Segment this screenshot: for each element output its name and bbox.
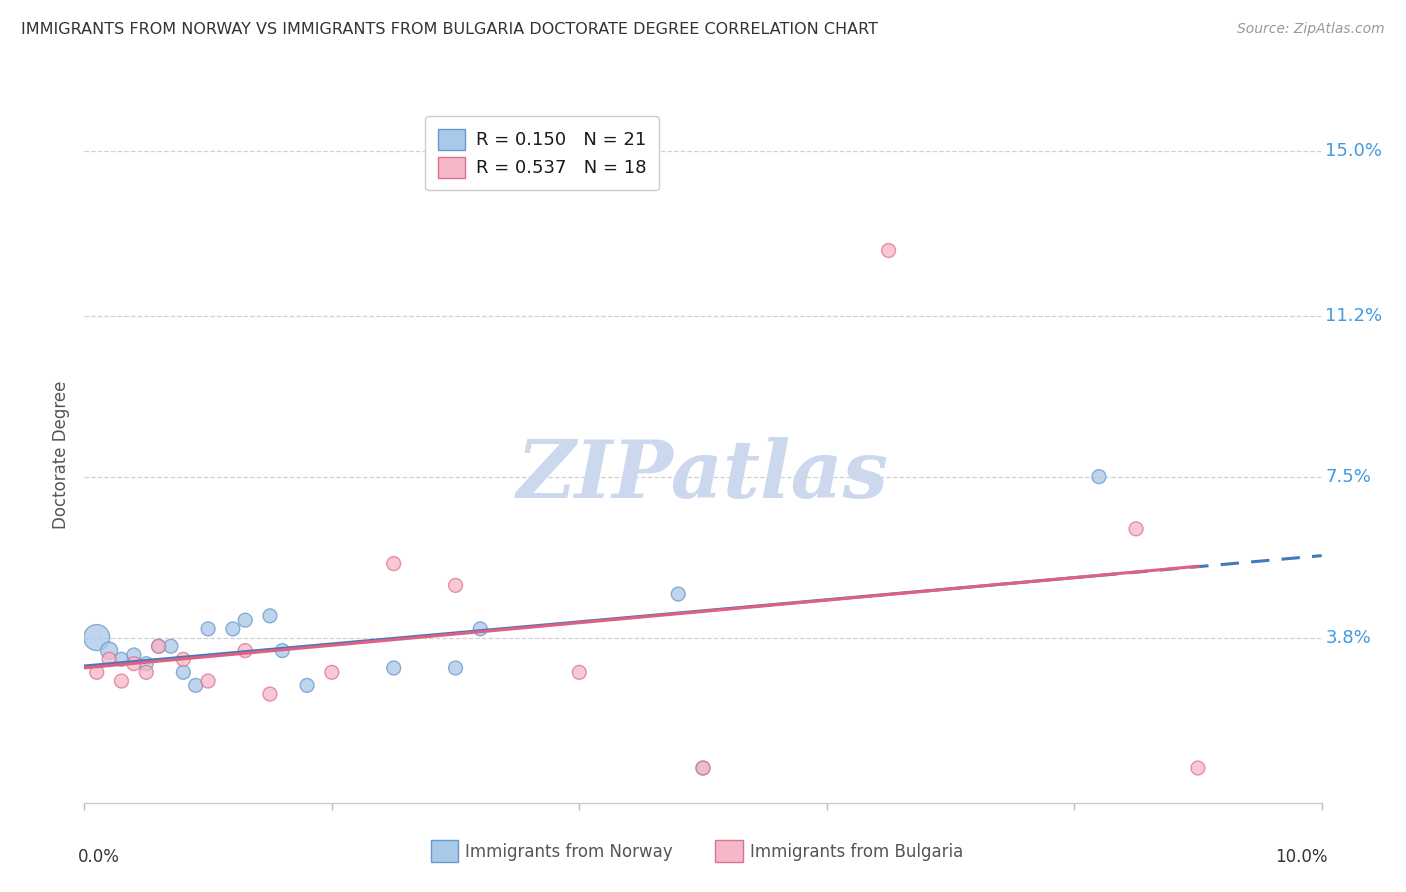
Point: [197, 674, 219, 689]
Point: [122, 648, 145, 662]
Point: [122, 657, 145, 671]
Point: [271, 643, 294, 657]
FancyBboxPatch shape: [716, 839, 742, 862]
Text: 0.0%: 0.0%: [79, 848, 120, 866]
Text: 3.8%: 3.8%: [1326, 629, 1371, 647]
Point: [1187, 761, 1209, 775]
Point: [135, 665, 157, 680]
Point: [382, 557, 405, 571]
Point: [1088, 469, 1111, 483]
Text: 7.5%: 7.5%: [1326, 467, 1371, 485]
Point: [98, 643, 121, 657]
Point: [568, 665, 591, 680]
Point: [98, 652, 121, 666]
Point: [233, 613, 256, 627]
Point: [110, 652, 132, 666]
Point: [135, 657, 157, 671]
Point: [160, 639, 183, 653]
Point: [184, 678, 207, 692]
Y-axis label: Doctorate Degree: Doctorate Degree: [52, 381, 70, 529]
Point: [86, 665, 108, 680]
Text: Immigrants from Bulgaria: Immigrants from Bulgaria: [749, 843, 963, 861]
FancyBboxPatch shape: [430, 839, 458, 862]
Point: [692, 761, 714, 775]
Text: 11.2%: 11.2%: [1326, 307, 1382, 325]
Legend: R = 0.150   N = 21, R = 0.537   N = 18: R = 0.150 N = 21, R = 0.537 N = 18: [425, 116, 659, 190]
Point: [382, 661, 405, 675]
Point: [295, 678, 318, 692]
Point: [1125, 522, 1147, 536]
Point: [877, 244, 900, 258]
Point: [666, 587, 689, 601]
Point: [692, 761, 714, 775]
Point: [259, 687, 281, 701]
Point: [110, 674, 132, 689]
Text: Source: ZipAtlas.com: Source: ZipAtlas.com: [1237, 22, 1385, 37]
Text: IMMIGRANTS FROM NORWAY VS IMMIGRANTS FROM BULGARIA DOCTORATE DEGREE CORRELATION : IMMIGRANTS FROM NORWAY VS IMMIGRANTS FRO…: [21, 22, 879, 37]
Text: 10.0%: 10.0%: [1275, 848, 1327, 866]
Point: [172, 665, 194, 680]
Point: [321, 665, 343, 680]
Point: [148, 639, 170, 653]
Point: [172, 652, 194, 666]
Point: [444, 578, 467, 592]
Point: [197, 622, 219, 636]
Text: Immigrants from Norway: Immigrants from Norway: [465, 843, 673, 861]
Text: 15.0%: 15.0%: [1326, 142, 1382, 160]
Point: [86, 631, 108, 645]
Point: [233, 643, 256, 657]
Point: [444, 661, 467, 675]
Point: [259, 608, 281, 623]
Point: [222, 622, 245, 636]
Point: [470, 622, 492, 636]
Point: [148, 639, 170, 653]
Text: ZIPatlas: ZIPatlas: [517, 437, 889, 515]
